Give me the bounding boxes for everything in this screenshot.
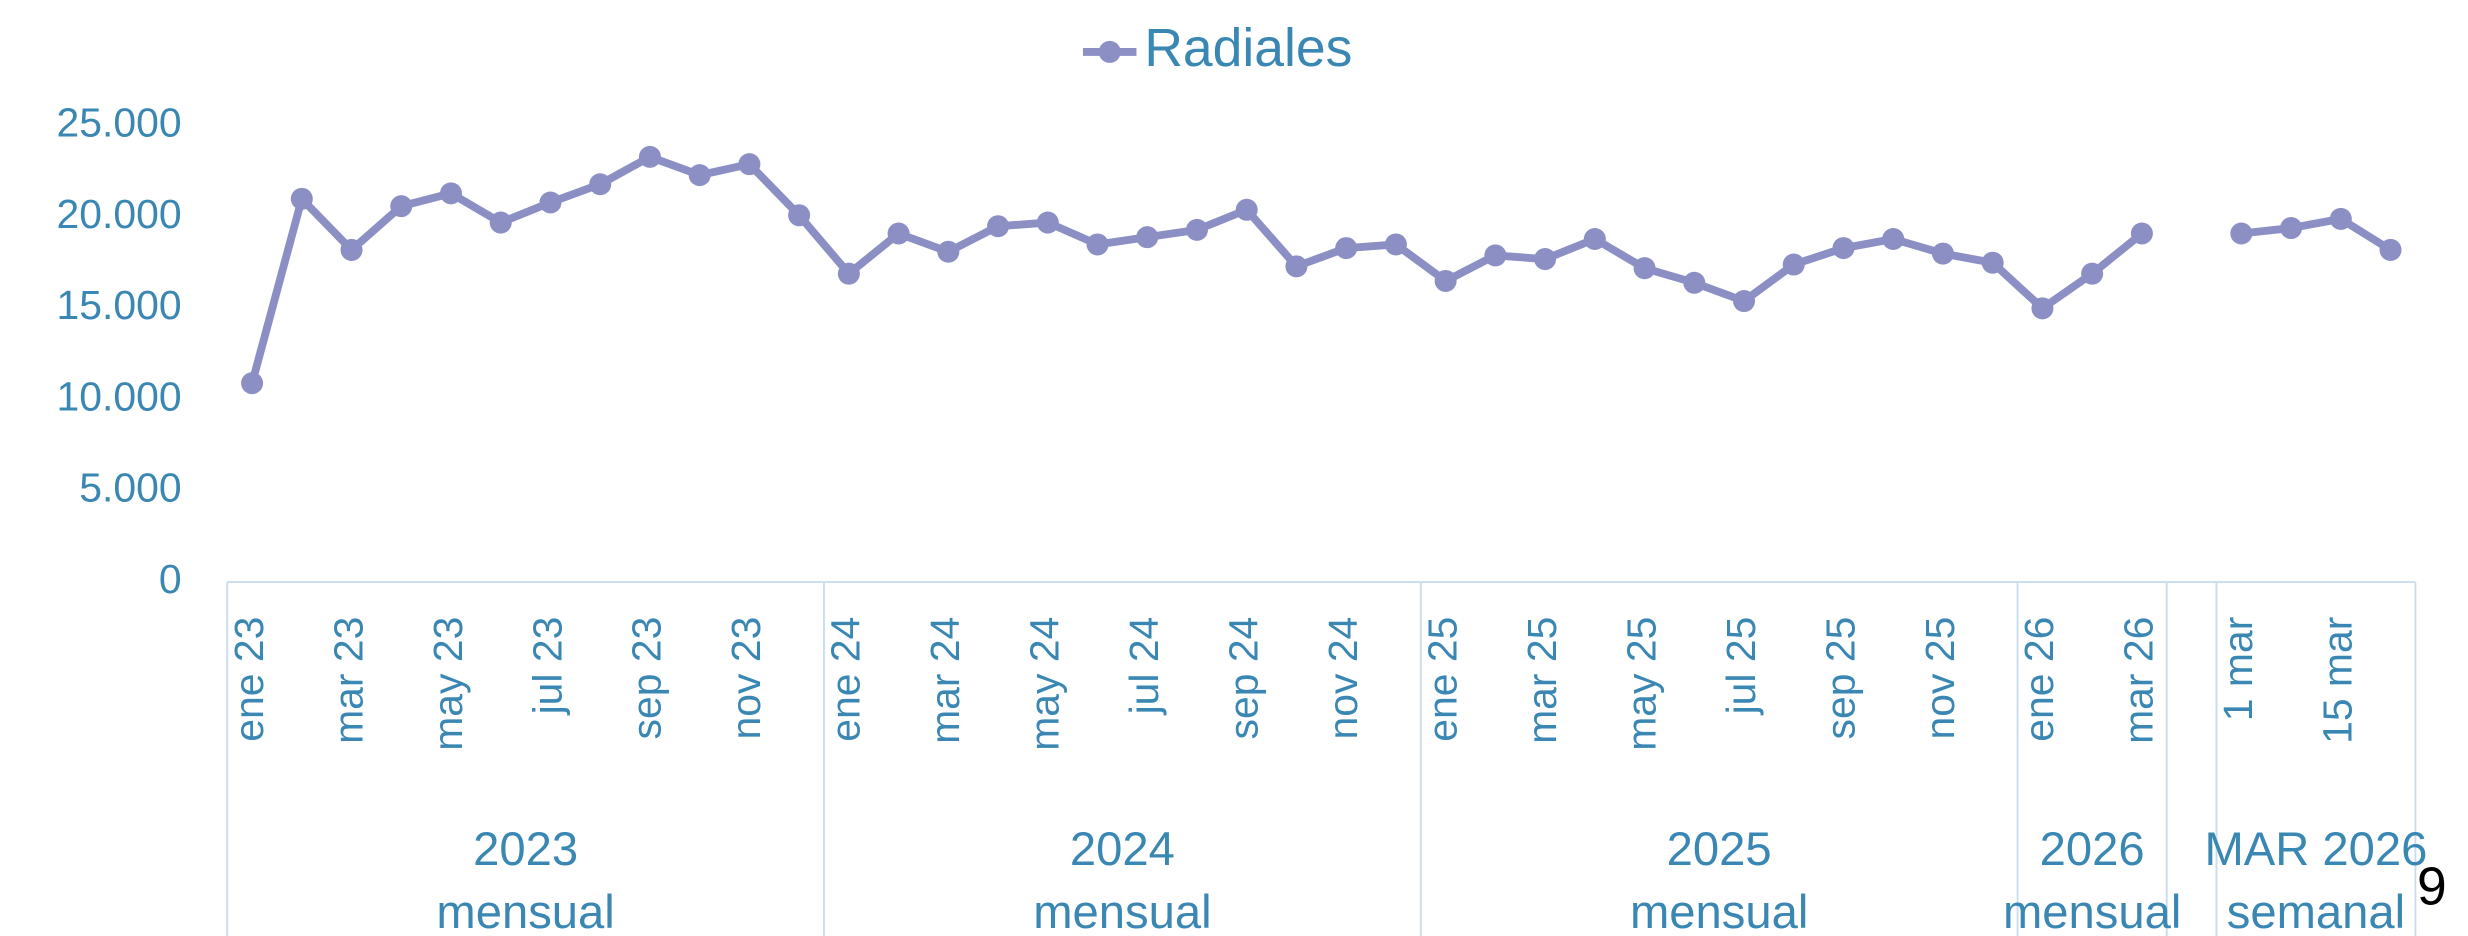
x-tick-label: may 25: [1618, 617, 1664, 751]
point: [1931, 242, 1954, 265]
point: [1733, 290, 1756, 313]
x-tick-label: nov 24: [1320, 617, 1366, 740]
point: [539, 191, 562, 214]
point: [589, 173, 612, 196]
point: [1285, 255, 1308, 278]
point: [1583, 227, 1606, 250]
point: [1036, 211, 1059, 234]
x-tick-label: nov 23: [723, 617, 769, 740]
group-label: 2026: [2040, 823, 2145, 876]
x-tick-label: ene 25: [1419, 617, 1465, 742]
point: [788, 204, 811, 227]
point: [1484, 244, 1507, 267]
group-label: 2025: [1667, 823, 1772, 876]
x-tick-label: mar 25: [1519, 617, 1565, 744]
point: [2329, 207, 2352, 230]
point: [489, 211, 512, 234]
y-tick-label: 0: [159, 556, 182, 602]
point: [1185, 218, 1208, 241]
point: [1335, 237, 1358, 260]
point: [1782, 253, 1805, 276]
point: [340, 238, 363, 261]
x-tick-label: sep 23: [624, 617, 670, 740]
point: [638, 145, 661, 168]
point: [439, 182, 463, 205]
point: [937, 240, 960, 263]
group-sublabel: mensual: [1033, 886, 1211, 936]
y-tick-label: 25.000: [57, 100, 182, 146]
x-tick-label: may 24: [1022, 617, 1068, 751]
point: [1434, 269, 1457, 292]
point: [2130, 222, 2153, 245]
x-tick-label: nov 25: [1917, 617, 1963, 740]
point: [290, 187, 313, 210]
group-sublabel: semanal: [2227, 886, 2405, 936]
point: [1981, 251, 2004, 274]
x-tick-label: 1 mar: [2215, 617, 2261, 722]
point: [1633, 257, 1656, 280]
y-tick-label: 10.000: [57, 373, 182, 419]
group-label: 2024: [1070, 823, 1175, 876]
group-sublabel: mensual: [2003, 886, 2181, 936]
y-tick-label: 15.000: [57, 282, 182, 328]
x-tick-label: sep 24: [1221, 617, 1267, 740]
x-tick-label: mar 23: [325, 617, 371, 744]
legend-label: Radiales: [1144, 19, 1352, 78]
point: [887, 222, 910, 245]
x-tick-label: ene 24: [823, 617, 869, 742]
group-label: 2023: [473, 823, 578, 876]
group-sublabel: mensual: [436, 886, 614, 936]
point: [1832, 237, 1855, 260]
point: [1683, 271, 1706, 294]
point: [837, 262, 860, 285]
point: [1384, 233, 1407, 256]
group-sublabel: mensual: [1630, 886, 1808, 936]
x-tick-label: 15 mar: [2315, 617, 2361, 744]
point: [2230, 222, 2253, 245]
point: [1534, 248, 1557, 271]
y-tick-label: 5.000: [79, 465, 181, 511]
point: [2379, 238, 2402, 261]
y-tick-label: 20.000: [57, 191, 182, 237]
point: [1235, 198, 1258, 221]
point: [390, 195, 413, 218]
x-tick-label: jul 25: [1718, 617, 1764, 716]
x-tick-label: mar 24: [922, 617, 968, 744]
point: [738, 153, 761, 176]
x-tick-label: mar 26: [2116, 617, 2162, 744]
series-line: [248, 152, 2393, 385]
point: [2280, 217, 2303, 240]
x-tick-label: jul 23: [524, 617, 570, 716]
x-tick-label: may 23: [425, 617, 471, 751]
point: [688, 164, 711, 187]
group-label: MAR 2026: [2204, 823, 2427, 876]
legend-marker: [1098, 40, 1121, 63]
page-number: 9: [2417, 858, 2447, 917]
x-tick-label: sep 25: [1817, 617, 1863, 740]
point: [1136, 226, 1159, 249]
point: [1086, 233, 1109, 256]
point: [2031, 297, 2054, 320]
x-tick-label: ene 26: [2016, 617, 2062, 742]
point: [2081, 262, 2104, 285]
x-tick-label: ene 23: [226, 617, 272, 742]
point: [987, 215, 1010, 238]
point: [241, 372, 264, 395]
point: [1882, 227, 1905, 250]
x-tick-label: jul 24: [1121, 617, 1167, 716]
